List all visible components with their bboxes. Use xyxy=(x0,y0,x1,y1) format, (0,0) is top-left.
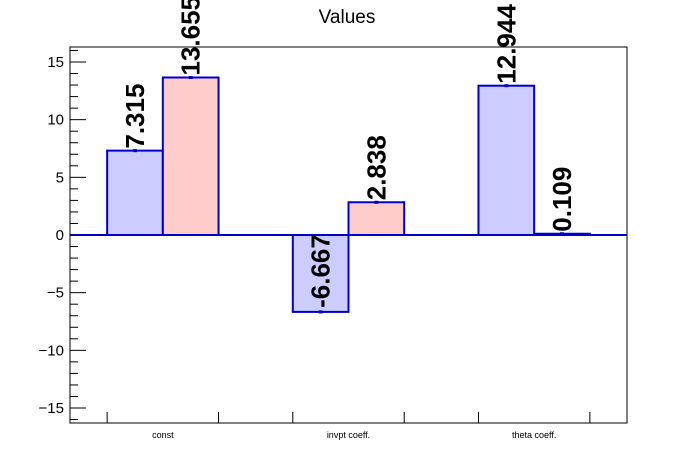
y-axis: −15 −10 −5 0 5 10 15 xyxy=(39,49,86,421)
plot-frame xyxy=(69,46,628,424)
data-label: 7.315 xyxy=(120,84,150,149)
bar xyxy=(347,201,406,237)
x-category-label: const xyxy=(152,430,174,440)
y-tick-label: 10 xyxy=(47,112,64,129)
data-label: 2.838 xyxy=(361,135,391,200)
y-tick-label: 0 xyxy=(56,227,64,244)
y-tick-label: −10 xyxy=(39,342,64,359)
chart-title: Values xyxy=(319,7,376,28)
y-tick-label: −5 xyxy=(47,285,64,302)
data-label: 12.944 xyxy=(491,4,521,84)
y-tick-label: 5 xyxy=(56,169,64,186)
data-labels: 7.315 -6.667 12.944 13.655 2.838 0.109 xyxy=(120,0,577,308)
bars xyxy=(70,76,627,314)
bar xyxy=(291,234,350,313)
bar xyxy=(106,149,164,236)
x-category-label: invpt coeff. xyxy=(327,430,370,440)
data-label: -6.667 xyxy=(306,234,336,308)
y-tick-label: −15 xyxy=(39,400,64,417)
data-label: 0.109 xyxy=(547,167,577,232)
bar xyxy=(161,76,220,237)
x-axis: const invpt coeff. theta coeff. xyxy=(106,412,591,440)
y-tick-label: 15 xyxy=(47,54,64,71)
bar xyxy=(477,84,536,236)
data-label: 13.655 xyxy=(176,0,206,76)
x-category-label: theta coeff. xyxy=(512,430,556,440)
